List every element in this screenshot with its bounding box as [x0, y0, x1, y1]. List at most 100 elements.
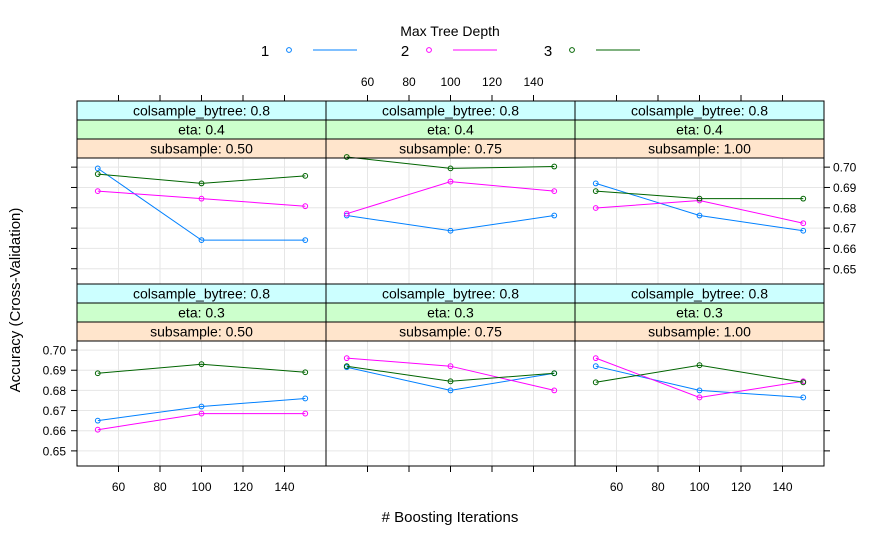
data-point-depth-3: [343, 154, 350, 160]
data-point-depth-2: [551, 387, 558, 394]
x-tick-label: 120: [731, 480, 751, 494]
x-tick-label: 100: [689, 480, 709, 494]
series-line-depth-1: [595, 365, 804, 398]
data-point-depth-3: [551, 370, 558, 377]
series-line-depth-3: [97, 173, 306, 184]
data-point-depth-2: [800, 220, 807, 227]
series-line-depth-1: [97, 167, 306, 241]
data-point-depth-2: [94, 188, 101, 195]
data-point-depth-3: [592, 188, 599, 195]
series-line-depth-3: [595, 364, 804, 383]
strip-label: subsample: 1.00: [648, 141, 751, 157]
data-point-depth-2: [198, 195, 205, 202]
x-tick-label: 80: [402, 75, 416, 89]
strip-label: eta: 0.3: [676, 305, 723, 321]
y-tick-label: 0.67: [833, 222, 857, 236]
x-tick-label: 80: [651, 480, 665, 494]
data-point-depth-3: [696, 195, 703, 202]
y-tick-label: 0.69: [43, 364, 67, 378]
data-point-depth-2: [302, 410, 309, 417]
data-point-depth-2: [198, 410, 205, 417]
y-tick-label: 0.70: [833, 161, 857, 175]
data-point-depth-3: [696, 362, 703, 369]
y-tick-label: 0.66: [833, 242, 857, 256]
panels: colsample_bytree: 0.8 eta: 0.4 subsample: …: [76, 100, 825, 467]
legend-label: 1: [261, 43, 269, 60]
x-tick-label: 100: [191, 480, 211, 494]
panel-2: colsample_bytree: 0.8 eta: 0.4 subsample: …: [325, 100, 576, 285]
y-axis-label: Accuracy (Cross-Validation): [7, 208, 24, 393]
series-line-depth-2: [346, 357, 555, 391]
data-point-depth-3: [302, 172, 309, 179]
series-line-depth-2: [97, 190, 306, 207]
panel-5: colsample_bytree: 0.8 eta: 0.3 subsample: …: [325, 283, 576, 467]
grid: [326, 341, 575, 466]
data-point-depth-1: [551, 212, 558, 219]
strip-label: eta: 0.3: [178, 305, 225, 321]
x-tick-label: 120: [233, 480, 253, 494]
data-point-depth-2: [696, 197, 703, 204]
x-tick-label: 100: [440, 75, 460, 89]
data-point-depth-1: [592, 180, 599, 187]
data-point-depth-1: [198, 403, 205, 410]
y-tick-label: 0.65: [833, 262, 857, 276]
y-tick-label: 0.68: [833, 201, 857, 215]
data-point-depth-1: [94, 417, 101, 424]
grid: [575, 158, 824, 284]
strip-label: eta: 0.4: [427, 122, 474, 138]
data-point-depth-1: [447, 227, 454, 234]
series-line-depth-3: [346, 156, 555, 169]
data-point-depth-3: [800, 195, 807, 202]
data-point-depth-3: [198, 361, 205, 368]
data-point-depth-2: [94, 426, 101, 433]
data-point-depth-1: [302, 395, 309, 402]
x-tick-label: 140: [772, 480, 792, 494]
strip-label: subsample: 0.50: [150, 324, 253, 340]
legend-entry-1: 1: [261, 43, 357, 60]
data-point-depth-3: [551, 163, 558, 170]
data-point-depth-3: [800, 379, 807, 386]
data-point-depth-1: [302, 237, 309, 244]
strip-label: subsample: 1.00: [648, 324, 751, 340]
series-line-depth-2: [346, 181, 555, 215]
x-tick-label: 80: [153, 480, 167, 494]
strip-label: eta: 0.3: [427, 305, 474, 321]
panel-6: colsample_bytree: 0.8 eta: 0.3 subsample: …: [574, 283, 825, 467]
grid: [77, 158, 326, 284]
data-point-depth-3: [198, 180, 205, 187]
strip-label: colsample_bytree: 0.8: [133, 286, 270, 302]
data-point-depth-3: [94, 370, 101, 377]
x-tick-label: 60: [112, 480, 126, 494]
series-line-depth-1: [97, 398, 306, 422]
series-line-depth-3: [97, 363, 306, 374]
strip-label: eta: 0.4: [676, 122, 723, 138]
data-point-depth-1: [592, 363, 599, 370]
data-point-depth-2: [592, 355, 599, 362]
series-line-depth-3: [595, 190, 804, 200]
strip-label: eta: 0.4: [178, 122, 225, 138]
legend: Max Tree Depth 1 2 3: [261, 23, 640, 60]
legend-entries: 1 2 3: [261, 43, 640, 60]
x-tick-label: 60: [361, 75, 375, 89]
data-point-depth-1: [343, 212, 350, 219]
legend-marker: [569, 47, 575, 53]
data-point-depth-2: [447, 178, 454, 185]
data-point-depth-2: [343, 355, 350, 362]
data-point-depth-3: [447, 165, 454, 172]
legend-marker: [426, 47, 432, 53]
data-point-depth-2: [343, 210, 350, 217]
data-point-depth-1: [94, 165, 101, 172]
y-tick-label: 0.66: [43, 424, 67, 438]
x-axis-label: # Boosting Iterations: [382, 509, 519, 526]
data-point-depth-2: [551, 188, 558, 195]
data-point-depth-2: [447, 363, 454, 370]
data-point-depth-1: [696, 387, 703, 394]
strip-label: colsample_bytree: 0.8: [631, 103, 768, 119]
grid: [575, 341, 824, 466]
axes: 60 80 100 120 140 60 80 100 120 140 60 80 100 120 140 0…: [43, 75, 857, 494]
x-tick-label: 60: [610, 480, 624, 494]
legend-label: 3: [544, 43, 552, 60]
y-tick-label: 0.68: [43, 384, 67, 398]
x-tick-label: 140: [523, 75, 543, 89]
data-point-depth-2: [592, 205, 599, 211]
